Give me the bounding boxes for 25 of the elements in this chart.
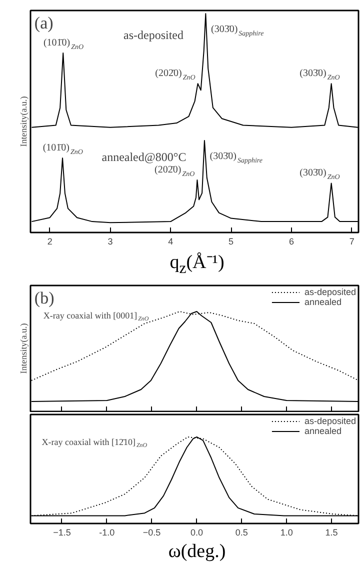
x-tick-label: 1.0 (280, 528, 293, 538)
series-label: as-deposited (124, 28, 184, 42)
x-tick-label: 0.0 (190, 528, 204, 538)
legend-label: annealed (304, 426, 342, 436)
x-tick-label: 0.5 (235, 528, 248, 538)
legend-label: as-deposited (304, 416, 356, 426)
x-tick-label: 7 (349, 236, 354, 246)
x-axis-title: ω(deg.) (168, 541, 226, 563)
x-tick-label: 1.5 (325, 528, 338, 538)
x-tick-label: −1.5 (53, 528, 71, 538)
x-axis-title: q$_{z}$(Å⁻¹) (170, 252, 224, 279)
y-axis-title: Intensity(a.u.) (18, 323, 28, 374)
x-tick-label: −0.5 (142, 528, 161, 538)
chart-title: (b) (34, 288, 54, 308)
x-tick-label: 2 (47, 236, 52, 246)
series-label: annealed@800°C (102, 150, 186, 164)
x-tick-label: 3 (108, 236, 113, 246)
x-tick-label: -1.0 (99, 528, 115, 538)
legend-label: annealed (304, 297, 342, 307)
x-tick-label: 5 (228, 236, 234, 246)
y-axis-title: Intensity(a.u.) (18, 96, 28, 147)
chart-title: (a) (34, 14, 54, 32)
x-tick-label: 4 (168, 236, 174, 246)
legend-label: as-deposited (304, 287, 356, 297)
x-tick-label: 6 (288, 236, 294, 246)
